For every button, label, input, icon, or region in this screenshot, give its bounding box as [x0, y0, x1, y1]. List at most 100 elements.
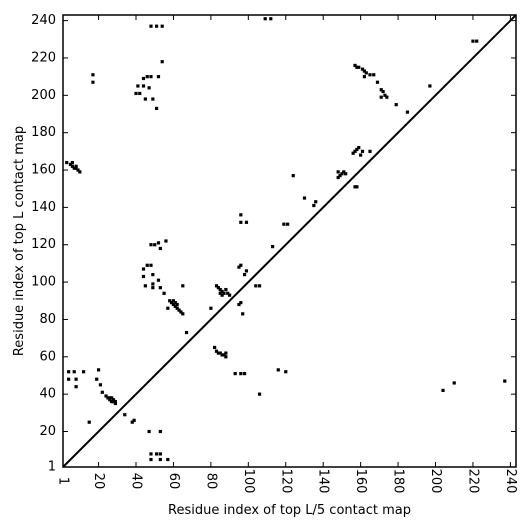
y-tick-label: 80: [39, 312, 56, 327]
contact-point: [74, 164, 78, 168]
contact-point: [284, 370, 288, 374]
x-tick-label: 80: [203, 473, 218, 490]
x-axis-label: Residue index of top L/5 contact map: [168, 503, 411, 518]
contact-point: [143, 284, 147, 288]
contact-point: [257, 392, 262, 396]
contact-point: [145, 263, 149, 267]
contact-points: [65, 17, 507, 462]
y-tick-label: 1: [48, 460, 56, 475]
contact-point: [213, 345, 217, 350]
contact-point: [108, 398, 112, 402]
contact-point: [344, 172, 348, 176]
contact-point: [67, 370, 71, 374]
contact-point: [357, 65, 361, 69]
contact-point: [218, 287, 222, 292]
contact-point: [355, 147, 359, 152]
contact-point: [276, 368, 280, 372]
contact-point: [65, 160, 69, 165]
contact-point: [74, 166, 78, 170]
y-tick-label: 180: [31, 125, 56, 140]
contact-point: [503, 379, 507, 383]
contact-point: [441, 388, 445, 393]
contact-point: [111, 398, 116, 402]
contact-point: [381, 89, 385, 94]
contact-point: [216, 351, 220, 355]
contact-point: [214, 284, 219, 288]
contact-point: [132, 418, 136, 422]
contact-point: [173, 304, 177, 308]
contact-point: [111, 400, 116, 404]
contact-point: [136, 84, 140, 88]
contact-point: [471, 39, 475, 43]
contact-point: [162, 291, 166, 295]
contact-point: [353, 63, 357, 68]
contact-point: [244, 269, 249, 273]
contact-point: [428, 84, 432, 88]
y-tick-label: 220: [31, 50, 56, 65]
contact-point: [156, 241, 161, 245]
y-tick-label: 100: [31, 275, 56, 290]
contact-point: [155, 452, 159, 456]
contact-point: [110, 396, 114, 400]
y-tick-label: 60: [39, 349, 56, 364]
y-tick-label: 160: [31, 163, 56, 178]
contact-point: [113, 400, 118, 404]
contact-point: [164, 239, 168, 243]
x-axis-ticks: 1 20 40 60 80 100 120 140 160 180 200 220 240: [56, 15, 518, 493]
contact-point: [149, 24, 153, 28]
contact-point: [314, 200, 318, 204]
contact-point: [149, 75, 153, 79]
contact-point: [104, 394, 108, 398]
y-tick-label: 120: [31, 237, 56, 252]
contact-point: [110, 400, 114, 404]
contact-point: [147, 429, 151, 434]
contact-point: [362, 69, 366, 73]
contact-point: [141, 76, 146, 81]
contact-point: [379, 88, 383, 92]
contact-point: [166, 457, 170, 462]
y-tick-label: 240: [31, 13, 56, 28]
contact-point: [239, 301, 243, 305]
contact-point: [168, 299, 172, 303]
contact-point: [138, 91, 142, 96]
x-tick-label: 180: [391, 469, 406, 494]
contact-point: [95, 377, 99, 381]
y-tick-label: 40: [39, 387, 56, 402]
contact-point: [156, 278, 161, 282]
contact-point: [158, 429, 162, 434]
x-tick-label: 100: [241, 469, 256, 494]
contact-point: [151, 282, 155, 286]
contact-point: [145, 75, 149, 79]
contact-point: [134, 91, 138, 96]
contact-point: [151, 273, 155, 277]
contact-point: [78, 170, 82, 174]
x-tick-label: 200: [428, 469, 443, 494]
contact-point: [383, 93, 387, 97]
contact-point: [233, 372, 237, 376]
contact-point: [151, 97, 155, 101]
contact-point: [68, 162, 73, 167]
contact-point: [239, 372, 243, 376]
contact-point: [179, 310, 183, 314]
contact-point: [228, 293, 232, 297]
y-axis-label: Residue index of top L contact map: [12, 126, 27, 356]
contact-point: [359, 153, 363, 157]
y-tick-label: 140: [31, 200, 56, 215]
contact-point: [171, 302, 176, 307]
contact-point: [353, 149, 357, 153]
contact-point: [375, 80, 380, 84]
contact-point: [143, 97, 147, 101]
contact-point: [141, 267, 146, 271]
contact-point: [291, 174, 295, 178]
contact-point: [76, 168, 80, 172]
contact-point: [312, 203, 316, 208]
contact-point: [220, 353, 224, 357]
x-tick-label: 60: [166, 473, 181, 490]
contact-point: [342, 170, 346, 174]
contact-point: [74, 377, 78, 381]
contact-point: [237, 302, 241, 307]
contact-point: [394, 103, 398, 107]
contact-point: [169, 301, 174, 305]
contact-point: [175, 302, 179, 307]
